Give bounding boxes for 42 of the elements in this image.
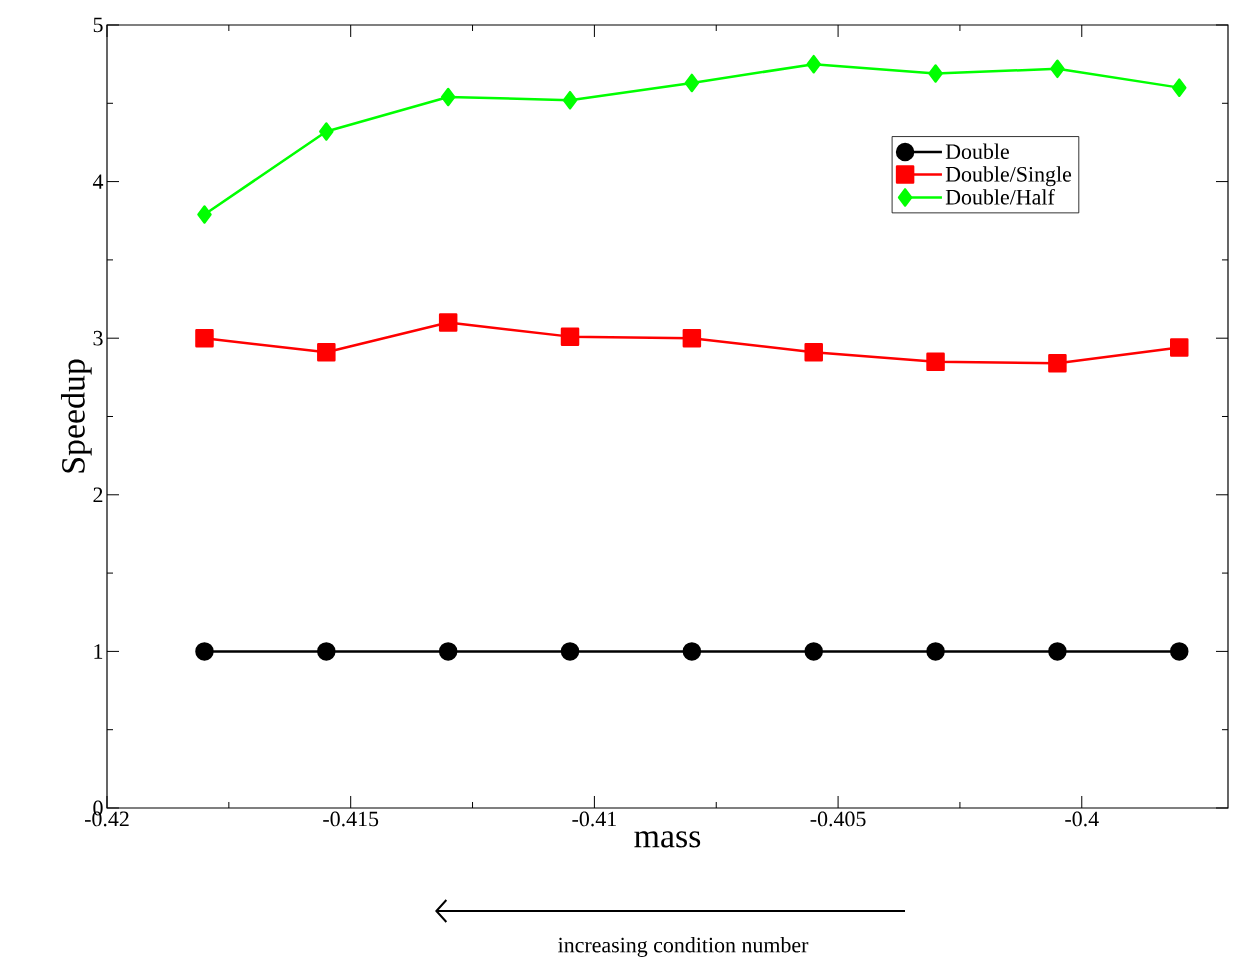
x-tick-label: -0.41 <box>572 811 616 827</box>
point <box>1048 642 1067 661</box>
point <box>804 343 823 362</box>
point <box>928 64 943 83</box>
point <box>319 122 334 141</box>
y-tick-label: 4 <box>92 174 104 189</box>
y-axis-title: Speedup <box>60 359 92 473</box>
point <box>804 642 823 661</box>
point <box>1170 338 1189 357</box>
y-tick-label: 3 <box>93 330 103 346</box>
point <box>195 642 214 661</box>
x-tick-label: -0.415 <box>323 811 379 827</box>
point <box>560 642 580 661</box>
point <box>1048 354 1067 373</box>
y-tick-label: 5 <box>93 17 103 33</box>
x-axis-title: mass <box>634 831 701 848</box>
point <box>682 328 702 348</box>
point <box>440 87 456 107</box>
x-tick-label: -0.405 <box>810 811 866 827</box>
legend-label: Double <box>945 143 1009 159</box>
point <box>438 313 458 332</box>
point <box>926 642 945 661</box>
point <box>195 328 214 348</box>
point <box>197 205 212 224</box>
point <box>1172 78 1187 97</box>
point <box>682 642 702 661</box>
point <box>438 642 458 661</box>
x-tick-label: -0.4 <box>1065 811 1099 827</box>
point <box>562 90 578 110</box>
point <box>317 343 336 362</box>
text: increasing condition number <box>558 937 809 957</box>
point <box>1050 59 1065 79</box>
legend-label: Double/Half <box>945 188 1055 205</box>
point <box>560 327 580 346</box>
legend-label: Double/Single <box>945 166 1072 187</box>
point <box>317 642 336 661</box>
y-tick-label: 1 <box>94 644 103 659</box>
point <box>926 352 945 371</box>
point <box>806 54 821 74</box>
point <box>1170 642 1189 661</box>
y-tick-label: 2 <box>93 487 103 503</box>
point <box>684 73 700 93</box>
